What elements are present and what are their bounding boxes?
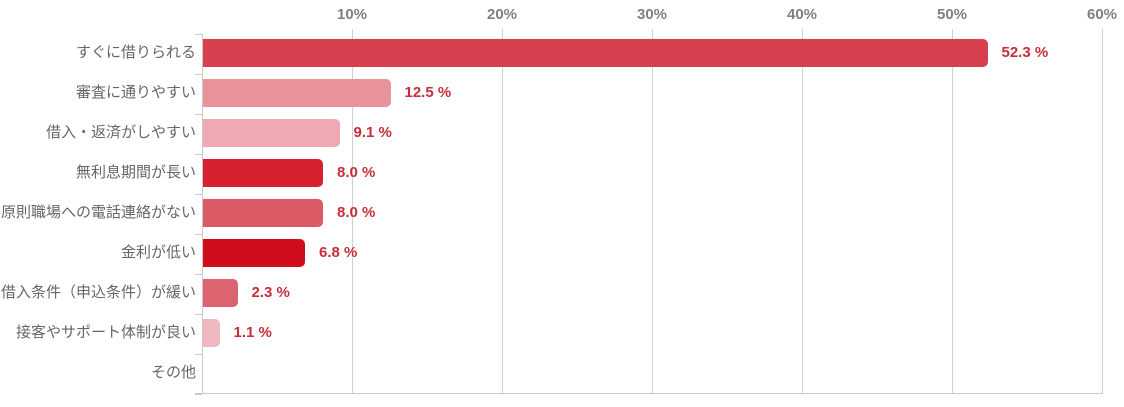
bar	[203, 39, 988, 67]
value-label: 2.3 %	[251, 284, 290, 301]
y-axis-line	[202, 34, 203, 394]
x-tick-label-60%: 60%	[1086, 6, 1118, 23]
y-axis-tick	[195, 154, 202, 155]
gridline-60%	[1102, 29, 1103, 393]
y-axis-tick	[195, 74, 202, 75]
value-label: 12.5 %	[404, 84, 452, 101]
category-label: すぐに借りられる	[75, 44, 196, 61]
gridline-10%	[352, 29, 353, 393]
x-tick-label-20%: 20%	[486, 6, 518, 23]
y-axis-tick	[195, 354, 202, 355]
x-tick-label-50%: 50%	[936, 6, 968, 23]
category-label: 無利息期間が長い	[75, 164, 196, 181]
x-tick-label-10%: 10%	[336, 6, 368, 23]
value-label: 1.1 %	[233, 324, 272, 341]
gridline-40%	[802, 29, 803, 393]
bar	[203, 119, 340, 147]
gridline-30%	[652, 29, 653, 393]
bar	[203, 159, 323, 187]
bar	[203, 79, 391, 107]
y-axis-tick	[195, 34, 202, 35]
bar	[203, 239, 305, 267]
x-tick-label-40%: 40%	[786, 6, 818, 23]
y-axis-tick	[195, 234, 202, 235]
category-label: 金利が低い	[120, 244, 196, 261]
value-label: 52.3 %	[1001, 44, 1049, 61]
bar	[203, 279, 238, 307]
category-label: 借入・返済がしやすい	[46, 124, 196, 141]
y-axis-tick	[195, 194, 202, 195]
value-label: 8.0 %	[337, 164, 376, 181]
y-axis-tick	[195, 394, 202, 395]
y-axis-tick	[195, 114, 202, 115]
y-axis-tick	[195, 314, 202, 315]
category-label: 借入条件（申込条件）が緩い	[0, 284, 196, 301]
category-label: 接客やサポート体制が良い	[15, 324, 196, 341]
bar	[203, 199, 323, 227]
gridline-50%	[952, 29, 953, 393]
category-label: 原則職場への電話連絡がない	[0, 204, 196, 221]
value-label: 9.1 %	[353, 124, 392, 141]
y-axis-tick	[195, 274, 202, 275]
x-axis-line	[195, 393, 1103, 394]
x-tick-label-30%: 30%	[636, 6, 668, 23]
value-label: 8.0 %	[337, 204, 376, 221]
category-label: その他	[150, 364, 196, 381]
value-label: 6.8 %	[319, 244, 358, 261]
category-label: 審査に通りやすい	[75, 84, 196, 101]
gridline-20%	[502, 29, 503, 393]
bar	[203, 319, 220, 347]
